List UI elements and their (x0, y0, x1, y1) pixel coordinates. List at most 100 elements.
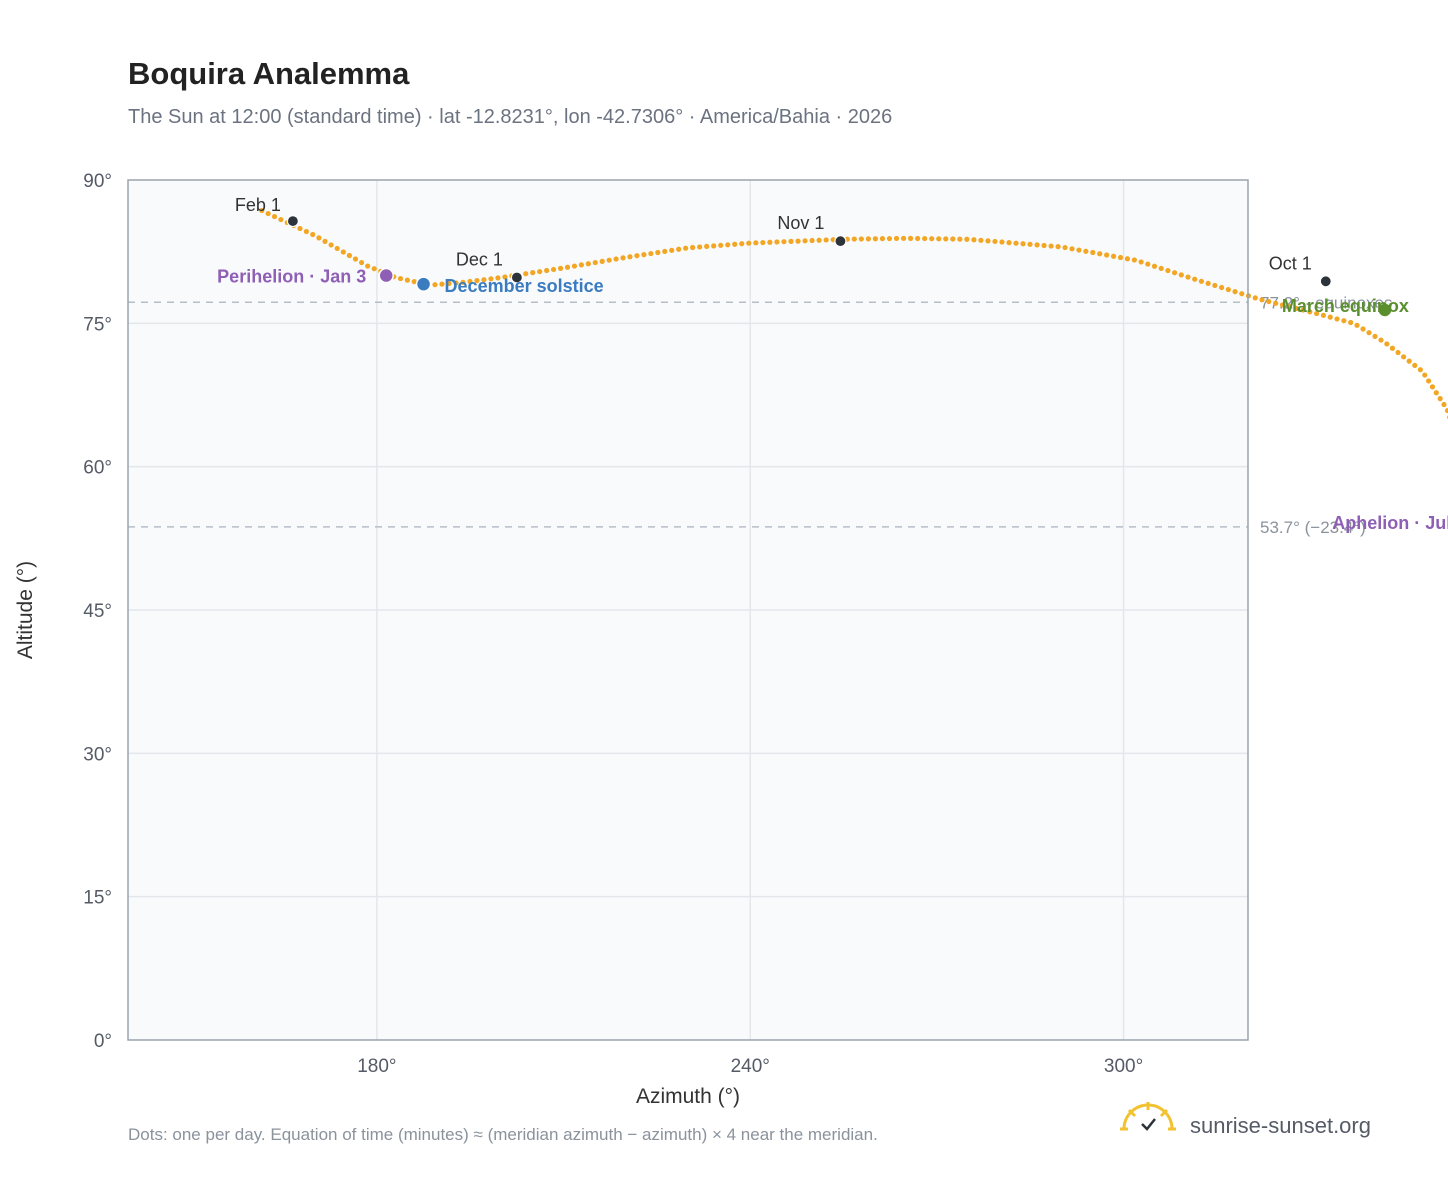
day-dot (1069, 246, 1075, 252)
day-dot (446, 280, 452, 287)
day-dot (1293, 305, 1299, 311)
day-dot (592, 259, 598, 266)
day-dot (1219, 284, 1225, 291)
day-dot (753, 240, 759, 246)
day-dot (365, 263, 371, 269)
event-marker (1377, 302, 1393, 318)
day-dot (564, 264, 571, 270)
day-dot (802, 238, 808, 244)
day-dot (530, 270, 536, 276)
day-dot (571, 263, 578, 269)
day-dot (439, 281, 445, 287)
day-dot (641, 252, 647, 258)
day-dot (992, 238, 998, 245)
day-dot (1412, 362, 1418, 368)
day-dot (1124, 256, 1131, 262)
day-dot (1076, 247, 1082, 253)
x-tick-label: 300° (1104, 1056, 1143, 1077)
day-dot (865, 236, 871, 242)
sun-check-icon (1120, 1102, 1176, 1131)
day-dot (1151, 263, 1158, 269)
day-dot (404, 277, 410, 283)
day-dot (971, 237, 977, 243)
footnote: Dots: one per day. Equation of time (min… (128, 1125, 878, 1144)
day-dot (858, 236, 864, 242)
x-tick-label: 180° (357, 1056, 396, 1077)
event-label: Perihelion · Jan 3 (217, 267, 366, 287)
day-dot (1131, 257, 1137, 263)
day-dot (322, 238, 328, 245)
day-dot (1360, 326, 1366, 332)
day-dot (1354, 322, 1360, 328)
day-dot (1417, 367, 1423, 373)
day-dot (1384, 341, 1390, 347)
day-dot (1192, 276, 1198, 282)
day-dot (627, 254, 633, 260)
day-dot (310, 231, 316, 238)
day-dot (557, 265, 564, 271)
day-dot (411, 279, 417, 285)
day-dot (1378, 337, 1384, 343)
day-dot (1334, 316, 1340, 322)
day-dot (1117, 254, 1124, 261)
day-dot (1266, 298, 1272, 305)
day-dot (1406, 358, 1412, 364)
day-dot (774, 239, 780, 245)
event-label: March equinox (1282, 296, 1409, 316)
day-dot (746, 240, 752, 246)
day-dot (1062, 244, 1068, 251)
month-marker (510, 271, 523, 284)
day-dot (544, 267, 550, 274)
day-dot (634, 253, 640, 259)
day-dot (613, 256, 619, 262)
day-dot (1145, 261, 1151, 267)
day-dot (259, 207, 265, 214)
day-dot (957, 236, 963, 242)
day-dot (346, 252, 352, 259)
day-dot (1279, 302, 1286, 308)
month-label: Feb 1 (235, 195, 281, 215)
brand-name: sunrise-sunset.org (1190, 1113, 1371, 1138)
day-dot (1013, 240, 1019, 246)
day-dot (578, 262, 584, 268)
event-markers: Perihelion · Jan 3 December solstice March… (217, 267, 1448, 534)
day-dot (265, 210, 271, 217)
y-axis-label: Altitude (°) (14, 561, 37, 659)
month-marker (834, 235, 847, 248)
y-tick-label: 0° (94, 1031, 112, 1052)
day-dot (964, 236, 970, 242)
day-dot (648, 250, 654, 257)
day-dot (1006, 240, 1012, 246)
day-dot (1286, 304, 1292, 310)
day-dot (537, 268, 543, 275)
day-dot (1020, 241, 1026, 247)
day-dot (795, 238, 801, 244)
day-dot (1259, 297, 1265, 303)
day-dot (1252, 295, 1258, 301)
event-marker (415, 276, 432, 292)
day-dot (1104, 252, 1110, 258)
day-dot (1426, 378, 1432, 384)
day-dot (371, 266, 377, 272)
day-dot (922, 235, 928, 242)
day-dot (1205, 280, 1211, 286)
day-dot (690, 244, 696, 251)
day-dot (488, 276, 494, 282)
day-dot (823, 237, 829, 243)
day-dot (936, 236, 942, 242)
day-dot (481, 277, 487, 283)
day-dot (1401, 354, 1407, 360)
day-dot (1422, 372, 1428, 378)
day-dot (620, 255, 626, 261)
day-dot (1034, 242, 1040, 248)
day-dot (683, 245, 689, 251)
day-dot (1232, 289, 1238, 295)
day-dot (1083, 248, 1089, 254)
day-dot (316, 235, 322, 241)
y-tick-label: 60° (83, 458, 112, 479)
event-label: Aphelion · Jul 5 (1332, 513, 1448, 533)
event-label: December solstice (445, 276, 604, 296)
day-dot (669, 247, 675, 253)
